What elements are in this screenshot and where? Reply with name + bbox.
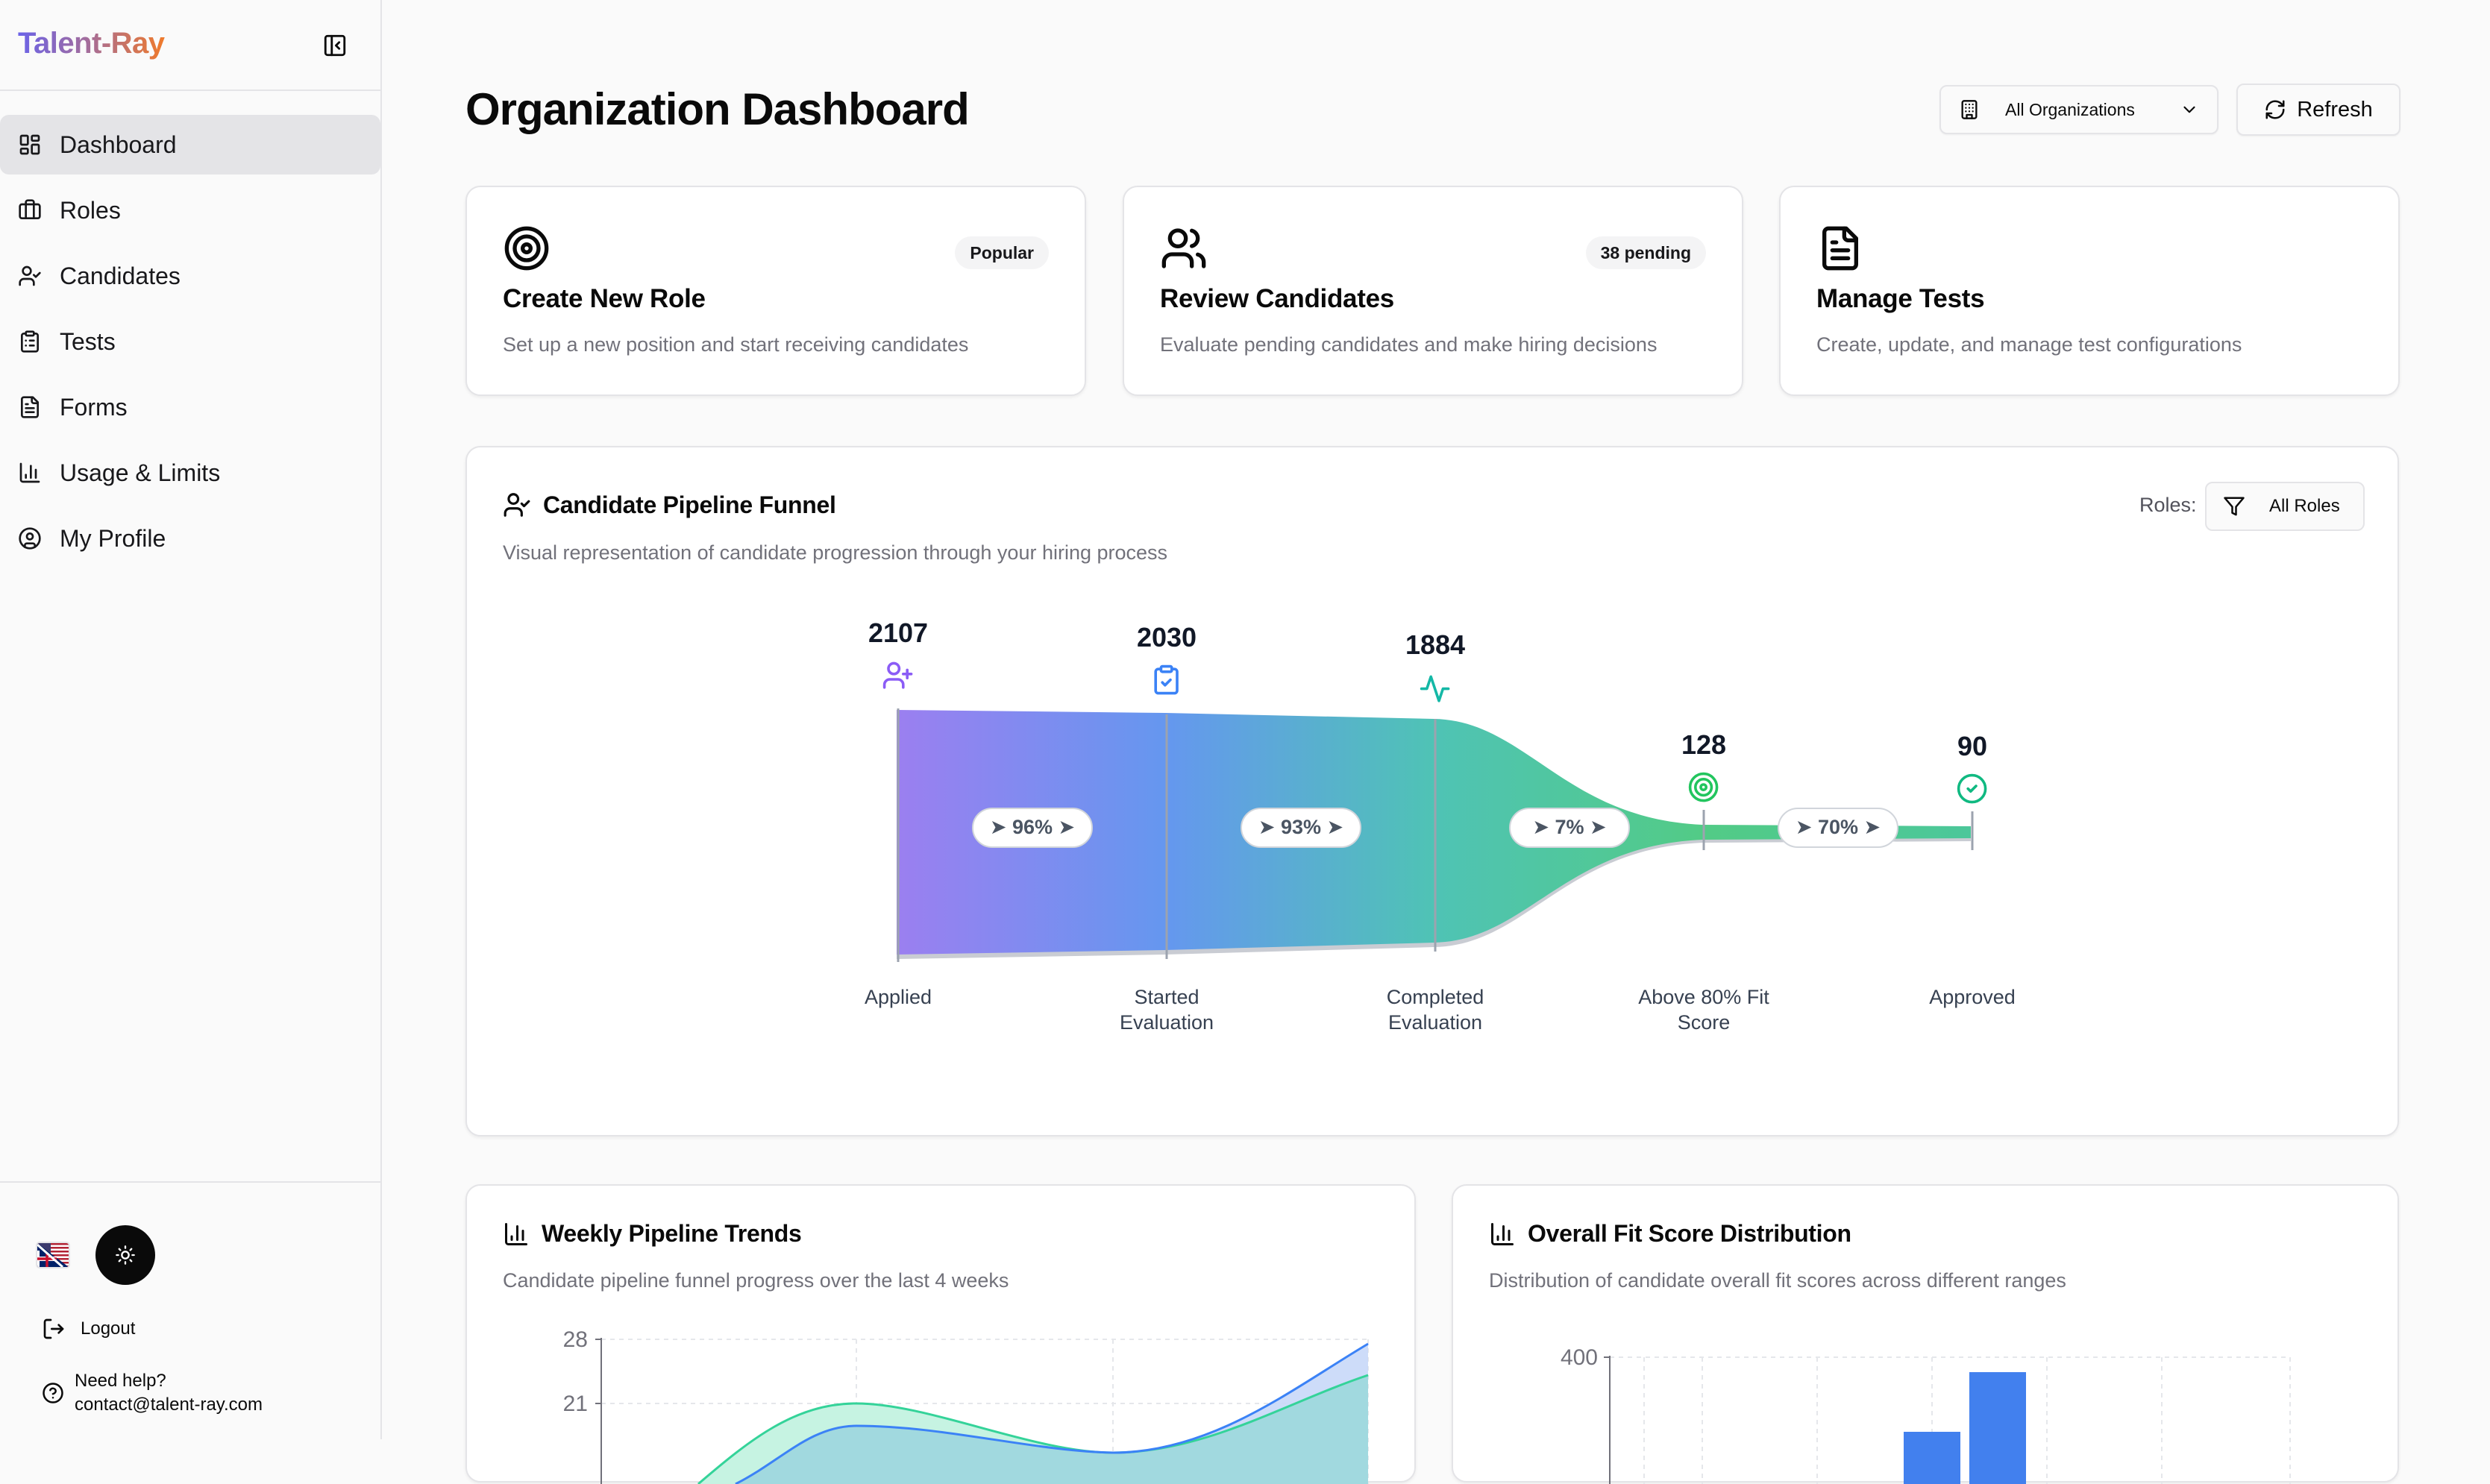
popular-badge: Popular: [955, 236, 1049, 269]
user-plus-icon: [885, 663, 912, 687]
help-contact: Need help? contact@talent-ray.com: [42, 1369, 263, 1417]
user-circle-icon: [18, 526, 42, 550]
pending-count-badge: 38 pending: [1586, 236, 1706, 269]
stage-label: Approved: [1898, 984, 2047, 1010]
sidebar-item-label: Dashboard: [60, 131, 177, 159]
target-icon: [1690, 774, 1717, 801]
help-email-link[interactable]: contact@talent-ray.com: [75, 1393, 263, 1417]
pipeline-funnel-card: Candidate Pipeline Funnel Visual represe…: [465, 446, 2399, 1136]
create-new-role-card[interactable]: Popular Create New Role Set up a new pos…: [465, 186, 1086, 396]
organization-select[interactable]: All Organizations: [1939, 85, 2218, 134]
chevron-down-icon: [2180, 100, 2199, 119]
sidebar-item-label: My Profile: [60, 525, 166, 553]
sidebar-item-tests[interactable]: Tests: [0, 312, 380, 371]
y-tick: 21: [549, 1392, 588, 1417]
sidebar-item-usage-limits[interactable]: Usage & Limits: [0, 443, 380, 503]
refresh-button[interactable]: Refresh: [2236, 84, 2400, 136]
panel-left-close-icon: [322, 33, 348, 58]
refresh-label: Refresh: [2297, 98, 2373, 122]
fit-distribution-card: Overall Fit Score Distribution Distribut…: [1452, 1184, 2399, 1483]
log-out-icon: [42, 1317, 66, 1341]
sidebar-item-roles[interactable]: Roles: [0, 180, 380, 240]
sidebar-item-forms[interactable]: Forms: [0, 377, 380, 437]
stage-count: 1884: [1398, 629, 1473, 661]
card-description: Set up a new position and start receivin…: [503, 333, 968, 356]
language-switcher[interactable]: [36, 1242, 70, 1268]
sidebar-item-dashboard[interactable]: Dashboard: [0, 115, 380, 175]
conversion-rate: ➤ 7% ➤: [1510, 816, 1629, 839]
briefcase-icon: [18, 198, 42, 222]
y-tick: 400: [1535, 1345, 1598, 1371]
collapse-sidebar-button[interactable]: [322, 33, 348, 58]
stage-count: 90: [1935, 731, 2010, 762]
sidebar-item-label: Tests: [60, 328, 116, 356]
help-title: Need help?: [75, 1369, 263, 1393]
bar-chart-icon: [18, 461, 42, 485]
refresh-icon: [2264, 98, 2286, 121]
sun-icon: [115, 1245, 136, 1266]
logout-button[interactable]: Logout: [42, 1317, 135, 1341]
card-title: Create New Role: [503, 284, 706, 314]
conversion-rate: ➤ 96% ➤: [973, 816, 1092, 839]
stage-count: 2030: [1129, 622, 1204, 653]
file-text-icon: [18, 395, 42, 419]
help-circle-icon: [42, 1382, 64, 1404]
users-icon: [1160, 224, 1208, 272]
sidebar: Talent-Ray Dashboard Roles Candidates Te…: [0, 0, 382, 1439]
sidebar-footer-divider: [0, 1181, 380, 1183]
user-check-icon: [18, 264, 42, 288]
y-tick: 28: [549, 1327, 588, 1353]
sidebar-item-candidates[interactable]: Candidates: [0, 246, 380, 306]
building-icon: [1959, 99, 1980, 120]
conversion-rate: ➤ 70% ➤: [1778, 816, 1898, 839]
target-icon: [503, 224, 551, 272]
conversion-rate: ➤ 93% ➤: [1241, 816, 1361, 839]
stage-count: 2107: [861, 617, 935, 649]
fit-bar: [1904, 1432, 1960, 1484]
card-title: Manage Tests: [1816, 284, 1984, 314]
check-circle-icon: [1959, 776, 1986, 802]
app-logo[interactable]: Talent-Ray: [18, 27, 165, 60]
card-description: Evaluate pending candidates and make hir…: [1160, 333, 1657, 356]
layout-dashboard-icon: [18, 133, 42, 157]
weekly-trends-card: Weekly Pipeline Trends Candidate pipelin…: [465, 1184, 1416, 1483]
fit-distribution-chart: [1453, 1186, 2400, 1484]
page-title: Organization Dashboard: [465, 84, 969, 135]
card-description: Create, update, and manage test configur…: [1816, 333, 2242, 356]
theme-toggle-button[interactable]: [95, 1225, 155, 1285]
logout-label: Logout: [81, 1318, 135, 1339]
sidebar-item-label: Usage & Limits: [60, 459, 220, 487]
card-title: Review Candidates: [1160, 284, 1394, 314]
activity-icon: [1422, 676, 1449, 700]
sidebar-item-my-profile[interactable]: My Profile: [0, 509, 380, 568]
weekly-trends-chart: [467, 1186, 1417, 1484]
sidebar-item-label: Forms: [60, 394, 128, 421]
clipboard-list-icon: [18, 330, 42, 353]
organization-select-value: All Organizations: [2005, 100, 2180, 120]
sidebar-divider: [0, 89, 380, 91]
manage-tests-card[interactable]: Manage Tests Create, update, and manage …: [1779, 186, 2400, 396]
stage-label: Applied: [824, 984, 973, 1010]
stage-count: 128: [1666, 729, 1741, 761]
main-content: Organization Dashboard All Organizations…: [382, 0, 2490, 1439]
file-text-icon: [1816, 224, 1864, 272]
uk-us-flag-icon: [37, 1243, 69, 1267]
sidebar-item-label: Roles: [60, 197, 121, 224]
clipboard-check-icon: [1155, 667, 1177, 694]
fit-bar: [1969, 1372, 2026, 1484]
sidebar-item-label: Candidates: [60, 262, 181, 290]
review-candidates-card[interactable]: 38 pending Review Candidates Evaluate pe…: [1123, 186, 1743, 396]
